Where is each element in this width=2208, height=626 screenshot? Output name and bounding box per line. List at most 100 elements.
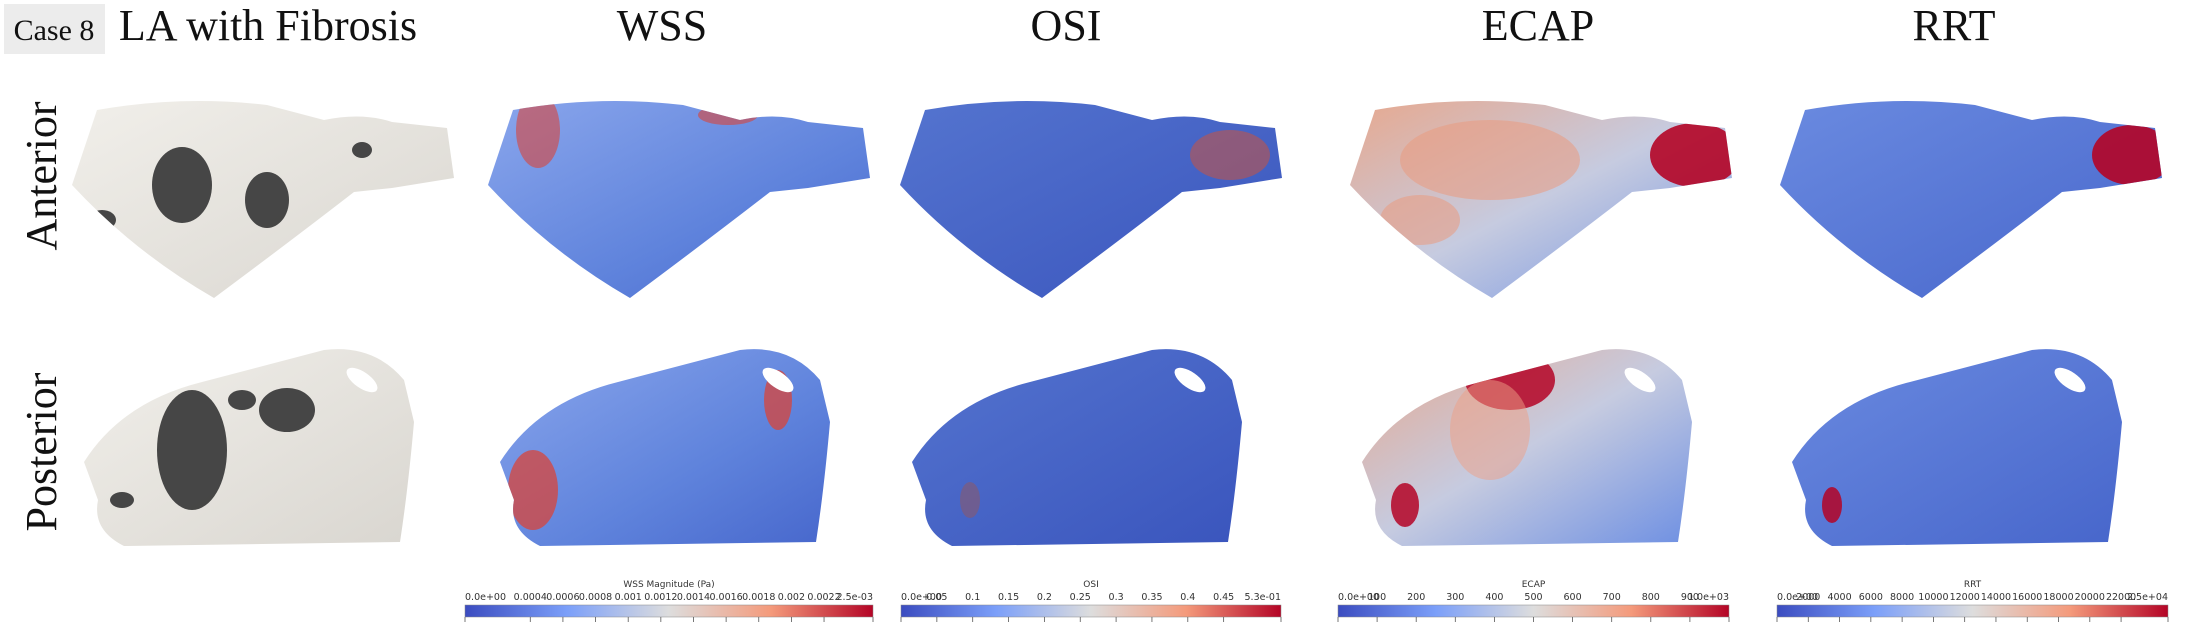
colorbar-tick-label: 700 bbox=[1603, 592, 1621, 603]
surface-patch bbox=[1822, 487, 1842, 523]
colorbar-title: ECAP bbox=[1522, 580, 1546, 590]
colorbar-tick-label: 0.0008 bbox=[579, 592, 612, 603]
colorbar-tick-label: 5.3e-01 bbox=[1245, 592, 1281, 603]
surface-detail bbox=[2092, 125, 2162, 185]
surface bbox=[500, 349, 830, 546]
surface-patch bbox=[960, 482, 980, 518]
surface bbox=[1780, 101, 2162, 298]
colorbar-tick-label: 0.15 bbox=[998, 592, 1019, 603]
colorbars: WSS Magnitude (Pa)0.0e+00 0.0004 0.0006 0.0… bbox=[464, 580, 2169, 622]
colorbar-tick-label: 0.0e+00 bbox=[901, 592, 942, 603]
case-label: Case 8 bbox=[14, 14, 95, 47]
surface-render bbox=[72, 101, 454, 298]
vein-opening bbox=[1624, 367, 1656, 393]
surface-patch bbox=[245, 172, 289, 228]
case-badge bbox=[4, 4, 105, 54]
colorbar-tick-label: 8000 bbox=[1890, 592, 1914, 603]
surface bbox=[488, 101, 870, 298]
surface-patch bbox=[157, 390, 227, 510]
surface-patch bbox=[1902, 351, 1938, 369]
surface-patch bbox=[2092, 125, 2162, 185]
surface-patch bbox=[1400, 120, 1580, 200]
surface-detail bbox=[1380, 120, 1732, 245]
surface-render bbox=[1362, 349, 1692, 546]
colorbar-tick-label: 0.0e+00 bbox=[1777, 592, 1818, 603]
surface-patch bbox=[88, 210, 116, 230]
surface-detail bbox=[1190, 130, 1270, 180]
surface-render bbox=[1792, 349, 2122, 546]
surface-patch bbox=[1450, 380, 1530, 480]
colorbar-tick-label: 0.0022 bbox=[807, 592, 840, 603]
vein-opening bbox=[2054, 367, 2086, 393]
surface bbox=[912, 349, 1242, 546]
colorbar-tick-label: 400 bbox=[1485, 592, 1503, 603]
colorbar-tick-label: 0.0012 bbox=[644, 592, 677, 603]
colorbar-tick-label: 10000 bbox=[1918, 592, 1948, 603]
surface-patch bbox=[110, 492, 134, 508]
colorbar-title: OSI bbox=[1083, 580, 1098, 590]
colorbar-tick-label: 20000 bbox=[2075, 592, 2105, 603]
colorbar-tick-label: 0.05 bbox=[926, 592, 947, 603]
colorbar-tick-label: 600 bbox=[1564, 592, 1582, 603]
surface-patch bbox=[1190, 130, 1270, 180]
colorbar-tick-label: 22000 bbox=[2106, 592, 2136, 603]
colorbar-tick-label: 0.001 bbox=[615, 592, 642, 603]
surface-render bbox=[84, 349, 414, 546]
surface-patch bbox=[259, 388, 315, 432]
colorbar bbox=[1337, 604, 1730, 618]
surface-patch bbox=[1380, 195, 1460, 245]
row-label: Posterior bbox=[17, 372, 66, 531]
colorbar-tick-label: 0.002 bbox=[778, 592, 805, 603]
colorbar-tick-label: 300 bbox=[1446, 592, 1464, 603]
surface-render bbox=[900, 101, 1282, 298]
colorbar-tick-label: 2.5e+04 bbox=[2127, 592, 2168, 603]
colorbar-tick-label: 0.0004 bbox=[514, 592, 547, 603]
surface bbox=[900, 101, 1282, 298]
colorbar-tick-label: 16000 bbox=[2012, 592, 2042, 603]
colorbar-tick-label: 500 bbox=[1524, 592, 1542, 603]
column-title: WSS bbox=[617, 1, 707, 50]
surface-patch bbox=[516, 101, 560, 168]
colorbar-tick-label: 0.0016 bbox=[709, 592, 742, 603]
colorbar bbox=[900, 604, 1282, 618]
surface-patch bbox=[1391, 483, 1419, 527]
surface-render bbox=[1780, 101, 2162, 298]
colorbar bbox=[464, 604, 874, 618]
column-title: LA with Fibrosis bbox=[119, 1, 417, 50]
colorbar-tick-label: 0.0e+00 bbox=[465, 592, 506, 603]
colorbar-tick-label: 100 bbox=[1368, 592, 1386, 603]
colorbar-tick-label: 0.0006 bbox=[546, 592, 579, 603]
surface-render bbox=[488, 101, 870, 298]
vein-opening bbox=[346, 367, 378, 393]
colorbar bbox=[1776, 604, 2169, 618]
colorbar-tick-label: 200 bbox=[1407, 592, 1425, 603]
surface bbox=[1792, 349, 2122, 546]
surface-patch bbox=[508, 450, 558, 530]
surface-patch bbox=[152, 147, 212, 223]
colorbar-tick-label: 0.0014 bbox=[677, 592, 710, 603]
colorbar-tick-label: 2000 bbox=[1796, 592, 1820, 603]
colorbar-tick-label: 0.45 bbox=[1213, 592, 1234, 603]
colorbar-tick-label: 0.0018 bbox=[742, 592, 775, 603]
surface-patch bbox=[698, 105, 758, 125]
colorbar-title: RRT bbox=[1964, 580, 1982, 590]
colorbar-tick-label: 2.5e-03 bbox=[837, 592, 873, 603]
colorbar-tick-label: 0.3 bbox=[1109, 592, 1124, 603]
renders bbox=[72, 101, 2162, 546]
surface-render bbox=[500, 349, 830, 546]
column-title: RRT bbox=[1913, 1, 1996, 50]
surface-render bbox=[912, 349, 1242, 546]
colorbar-tick-label: 0.2 bbox=[1037, 592, 1052, 603]
surface-patch bbox=[1650, 123, 1732, 187]
row-label: Anterior bbox=[17, 101, 66, 250]
colorbar-tick-label: 0.25 bbox=[1070, 592, 1091, 603]
colorbar-tick-label: 1.0e+03 bbox=[1688, 592, 1729, 603]
colorbar-tick-label: 12000 bbox=[1950, 592, 1980, 603]
colorbar-tick-label: 18000 bbox=[2043, 592, 2073, 603]
colorbar-title: WSS Magnitude (Pa) bbox=[623, 580, 714, 590]
colorbar-tick-label: 6000 bbox=[1859, 592, 1883, 603]
surface-patch bbox=[352, 142, 372, 158]
colorbar-tick-label: 4000 bbox=[1827, 592, 1851, 603]
